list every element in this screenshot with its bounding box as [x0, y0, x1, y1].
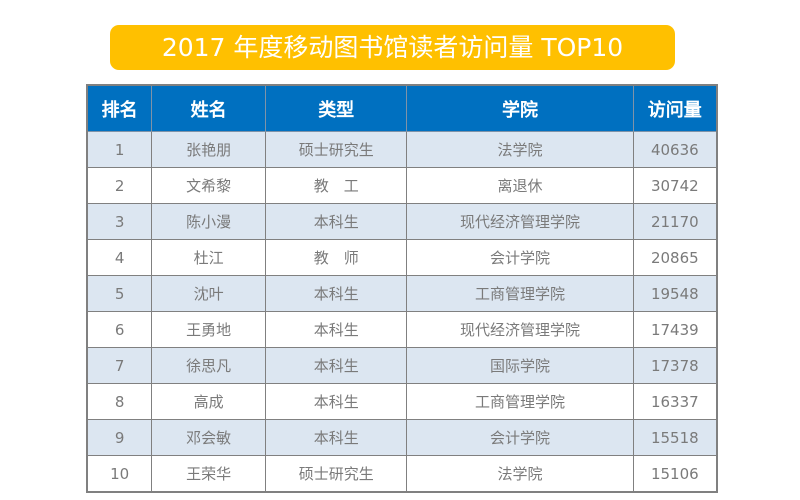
- cell-visits: 30742: [632, 167, 718, 204]
- cell-college: 离退休: [406, 167, 634, 204]
- cell-type: 本科生: [264, 347, 408, 384]
- table-row: 2 文希黎教 工离退休 30742: [86, 167, 718, 204]
- ranking-table: 排名 姓名 类型 学院 访问量 1 张艳朋 硕士研究生 法学院 40636 2 文希黎教 工离退休 3…: [86, 84, 718, 493]
- cell-rank: 8: [86, 383, 153, 420]
- cell-college: 现代经济管理学院: [406, 203, 634, 240]
- cell-college: 国际学院: [406, 347, 634, 384]
- cell-rank: 6: [86, 311, 153, 348]
- column-header-rank: 排名: [86, 84, 153, 132]
- cell-college: 现代经济管理学院: [406, 311, 634, 348]
- cell-visits: 15518: [632, 419, 718, 456]
- table-row: 5 沈叶 本科生 工商管理学院 19548: [86, 275, 718, 312]
- cell-college: 法学院: [406, 131, 634, 168]
- column-header-type: 类型: [264, 84, 408, 132]
- cell-name: 陈小漫: [151, 203, 266, 240]
- cell-visits: 19548: [632, 275, 718, 312]
- table-row: 1 张艳朋 硕士研究生 法学院 40636: [86, 131, 718, 168]
- table-row: 4 杜江教 师会计学院 20865: [86, 239, 718, 276]
- header-row: 排名 姓名 类型 学院 访问量: [86, 84, 718, 132]
- cell-rank: 10: [86, 455, 153, 493]
- cell-college: 会计学院: [406, 239, 634, 276]
- cell-type: 教 师: [264, 239, 408, 276]
- cell-rank: 1: [86, 131, 153, 168]
- column-header-visits: 访问量: [632, 84, 718, 132]
- cell-name: 文希黎: [151, 167, 266, 204]
- cell-college: 工商管理学院: [406, 275, 634, 312]
- cell-college: 工商管理学院: [406, 383, 634, 420]
- cell-college: 会计学院: [406, 419, 634, 456]
- table-row: 8 高成 本科生 工商管理学院 16337: [86, 383, 718, 420]
- cell-name: 王荣华: [151, 455, 266, 493]
- cell-name: 沈叶: [151, 275, 266, 312]
- cell-rank: 4: [86, 239, 153, 276]
- cell-name: 邓会敏: [151, 419, 266, 456]
- cell-type: 硕士研究生: [264, 455, 408, 493]
- cell-rank: 7: [86, 347, 153, 384]
- cell-name: 高成: [151, 383, 266, 420]
- cell-type: 硕士研究生: [264, 131, 408, 168]
- cell-name: 杜江: [151, 239, 266, 276]
- cell-visits: 15106: [632, 455, 718, 493]
- cell-type: 本科生: [264, 311, 408, 348]
- cell-visits: 16337: [632, 383, 718, 420]
- cell-visits: 20865: [632, 239, 718, 276]
- cell-rank: 3: [86, 203, 153, 240]
- table-row: 10 王荣华 硕士研究生 法学院 15106: [86, 455, 718, 493]
- cell-type: 本科生: [264, 419, 408, 456]
- cell-rank: 2: [86, 167, 153, 204]
- cell-type: 本科生: [264, 203, 408, 240]
- cell-name: 徐思凡: [151, 347, 266, 384]
- cell-college: 法学院: [406, 455, 634, 493]
- cell-name: 王勇地: [151, 311, 266, 348]
- table-row: 7 徐思凡 本科生 国际学院 17378: [86, 347, 718, 384]
- cell-type: 本科生: [264, 383, 408, 420]
- cell-visits: 17378: [632, 347, 718, 384]
- table-row: 3 陈小漫 本科生 现代经济管理学院 21170: [86, 203, 718, 240]
- page-title: 2017 年度移动图书馆读者访问量 TOP10: [110, 25, 675, 70]
- column-header-name: 姓名: [151, 84, 266, 132]
- cell-rank: 9: [86, 419, 153, 456]
- cell-rank: 5: [86, 275, 153, 312]
- cell-visits: 40636: [632, 131, 718, 168]
- table-row: 9 邓会敏 本科生 会计学院 15518: [86, 419, 718, 456]
- cell-visits: 17439: [632, 311, 718, 348]
- cell-type: 本科生: [264, 275, 408, 312]
- column-header-college: 学院: [406, 84, 634, 132]
- table-row: 6 王勇地 本科生 现代经济管理学院 17439: [86, 311, 718, 348]
- cell-visits: 21170: [632, 203, 718, 240]
- cell-name: 张艳朋: [151, 131, 266, 168]
- cell-type: 教 工: [264, 167, 408, 204]
